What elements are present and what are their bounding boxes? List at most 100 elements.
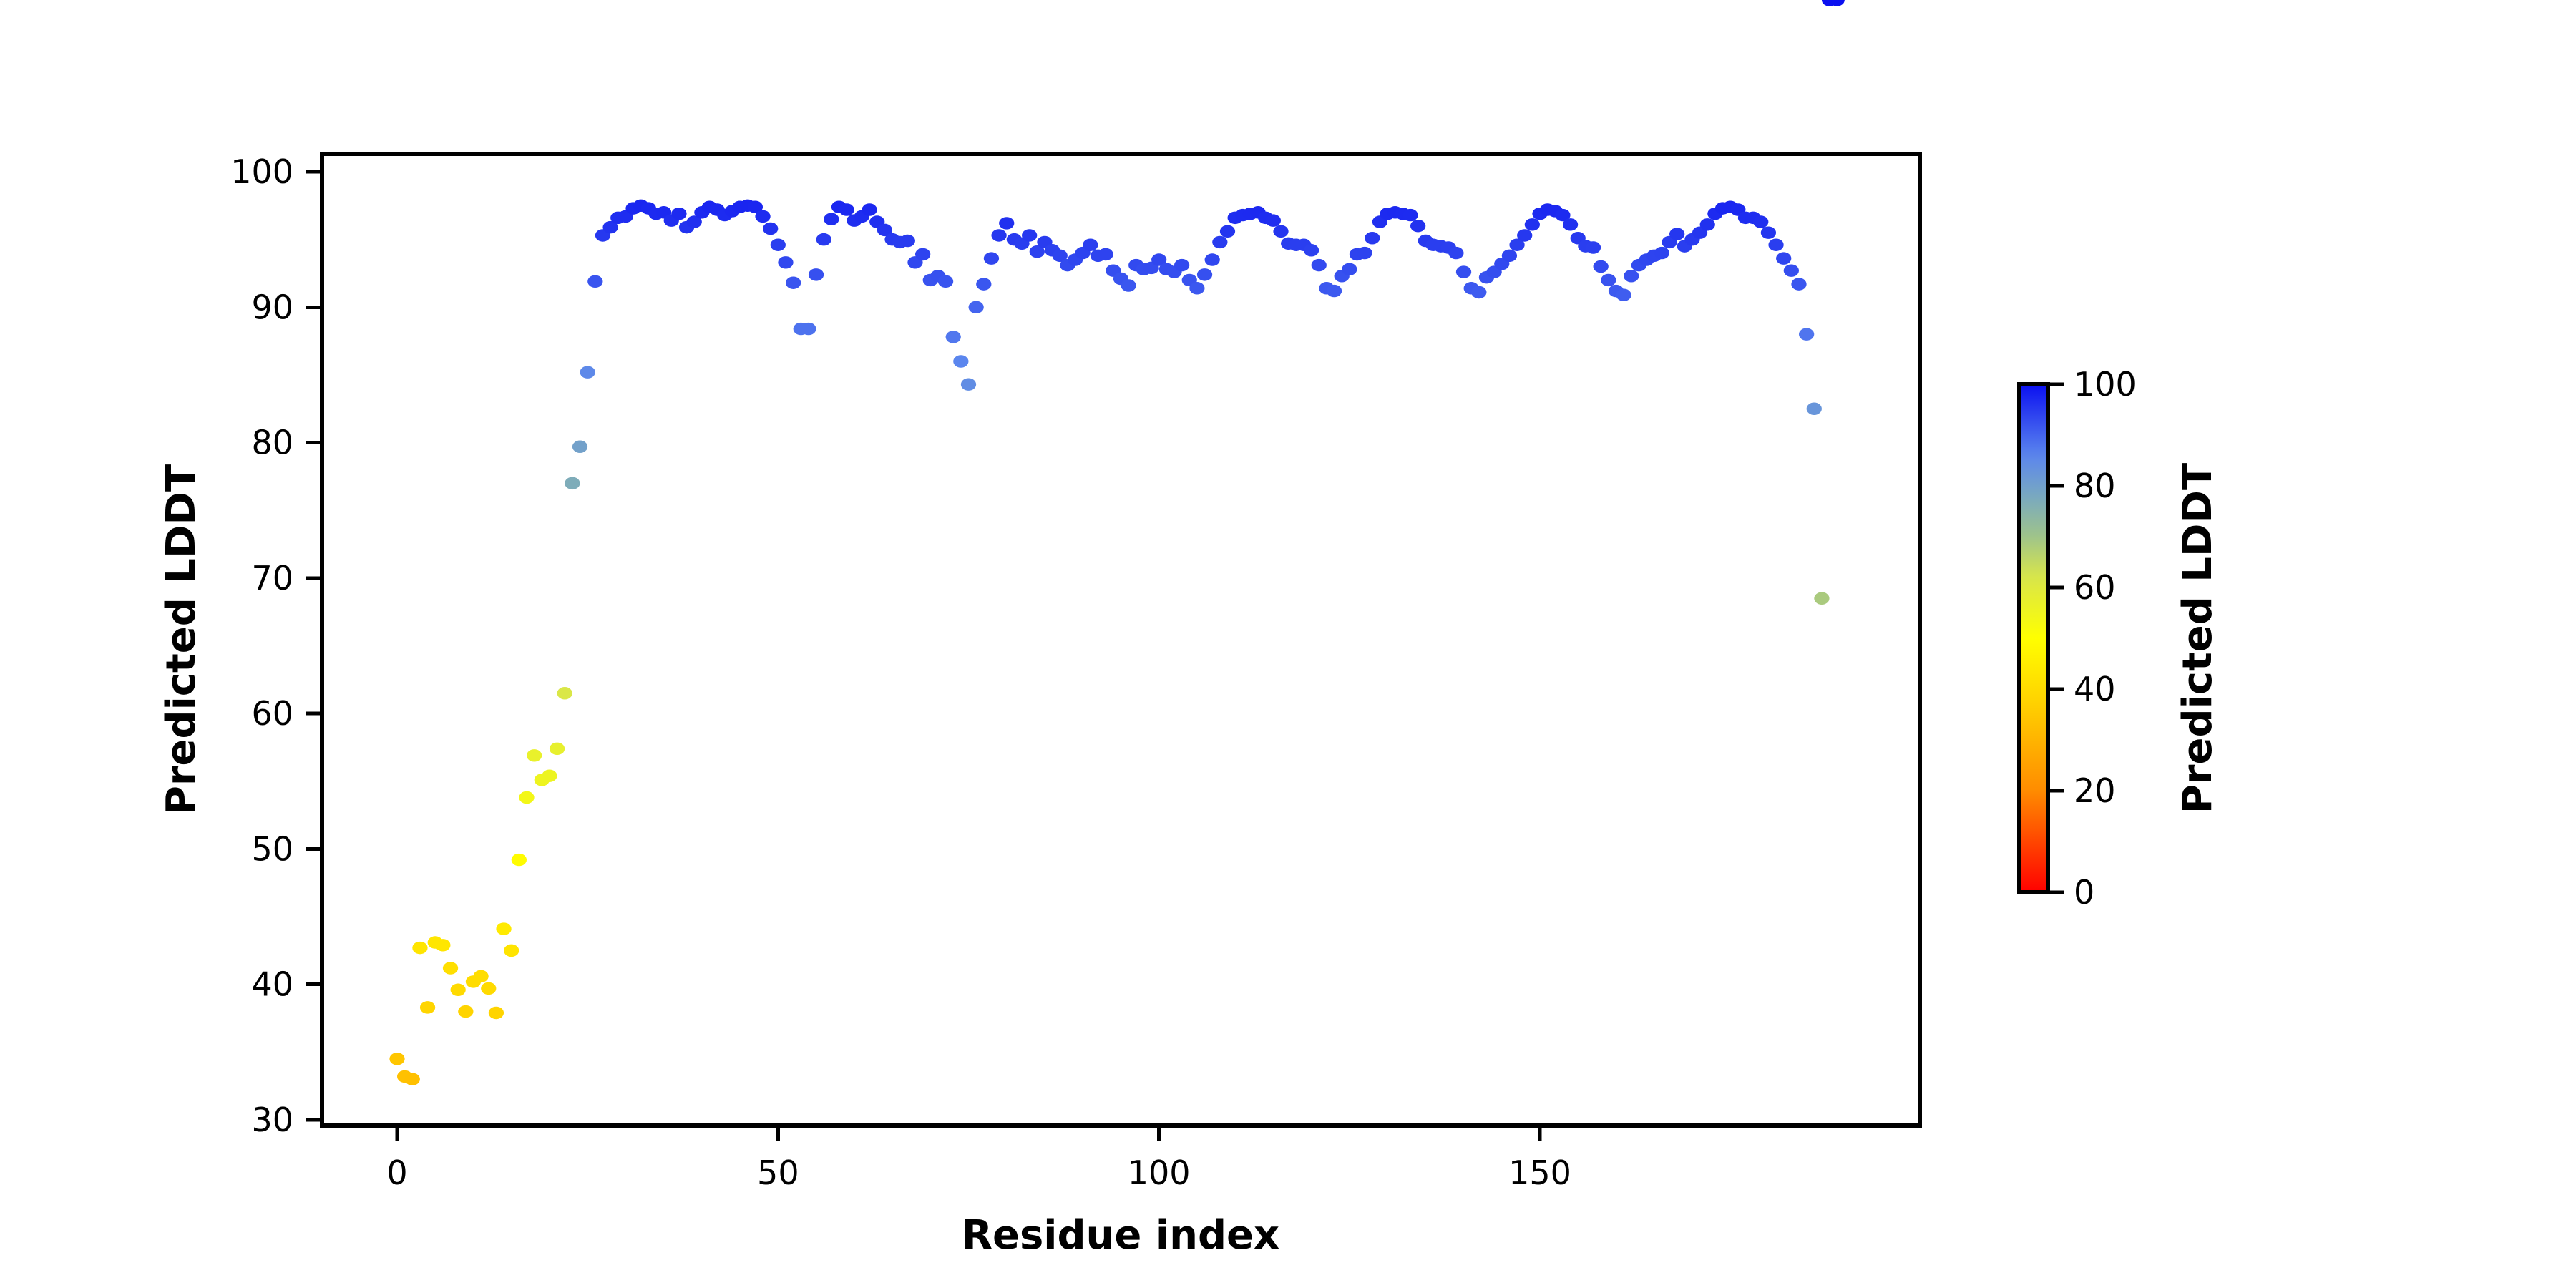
scatter-point bbox=[1083, 238, 1098, 251]
scatter-point bbox=[587, 275, 603, 288]
scatter-point bbox=[824, 213, 839, 225]
y-tick-label: 90 bbox=[251, 288, 293, 326]
colorbar-tick-label: 20 bbox=[2074, 771, 2116, 810]
plot-area-frame bbox=[320, 152, 1922, 1128]
scatter-point bbox=[1760, 226, 1777, 239]
scatter-point bbox=[504, 944, 519, 957]
scatter-point bbox=[572, 440, 588, 453]
scatter-point bbox=[785, 276, 801, 289]
scatter-point bbox=[1814, 592, 1830, 605]
scatter-point bbox=[580, 366, 595, 379]
scatter-point bbox=[435, 939, 451, 952]
scatter-point bbox=[1311, 258, 1327, 272]
scatter-point bbox=[1052, 249, 1068, 263]
scatter-point bbox=[1273, 225, 1289, 238]
scatter-point bbox=[496, 922, 512, 935]
scatter-point bbox=[488, 1006, 504, 1020]
scatter-point bbox=[1303, 244, 1319, 257]
colorbar-tick-label: 100 bbox=[2074, 365, 2137, 404]
scatter-point bbox=[602, 220, 618, 234]
scatter-point bbox=[1791, 278, 1807, 291]
scatter-point bbox=[1196, 268, 1213, 281]
scatter-point bbox=[816, 233, 831, 246]
x-axis-label: Residue index bbox=[962, 1212, 1279, 1259]
y-axis-label: Predicted LDDT bbox=[158, 464, 205, 815]
scatter-point bbox=[960, 378, 977, 391]
x-tick-label: 100 bbox=[1128, 1153, 1191, 1192]
scatter-point bbox=[1455, 265, 1472, 278]
scatter-point bbox=[389, 1053, 405, 1065]
scatter-point bbox=[1768, 238, 1784, 251]
scatter-point bbox=[1593, 260, 1609, 273]
scatter-point bbox=[1829, 0, 1845, 6]
scatter-point bbox=[1501, 249, 1518, 263]
scatter-point bbox=[1798, 328, 1815, 341]
scatter-point bbox=[937, 275, 954, 288]
scatter-point bbox=[1410, 219, 1426, 233]
scatter-point bbox=[1753, 215, 1769, 228]
scatter-point bbox=[1669, 228, 1685, 240]
scatter-point bbox=[1524, 218, 1540, 231]
scatter-point bbox=[1151, 253, 1167, 266]
scatter-point bbox=[862, 203, 877, 216]
scatter-point bbox=[1189, 282, 1205, 295]
y-tick-label: 50 bbox=[251, 829, 293, 868]
y-tick-label: 60 bbox=[251, 694, 293, 733]
scatter-point bbox=[1654, 246, 1669, 260]
y-tick-label: 80 bbox=[251, 424, 293, 462]
scatter-point bbox=[801, 322, 816, 336]
scatter-point bbox=[1585, 241, 1601, 254]
scatter-point bbox=[1555, 208, 1571, 222]
scatter-point bbox=[778, 256, 794, 269]
x-tick-label: 150 bbox=[1508, 1153, 1571, 1192]
scatter-point bbox=[519, 791, 535, 804]
scatter-point bbox=[808, 268, 824, 281]
colorbar-border bbox=[2017, 382, 2050, 894]
scatter-point bbox=[747, 200, 763, 213]
y-tick-label: 30 bbox=[251, 1101, 293, 1139]
scatter-point bbox=[1699, 218, 1715, 231]
scatter-point bbox=[1448, 246, 1464, 260]
scatter-point bbox=[1326, 284, 1342, 298]
scatter-point bbox=[976, 278, 992, 291]
scatter-point bbox=[458, 1005, 474, 1018]
scatter-point bbox=[1121, 279, 1136, 292]
scatter-point bbox=[419, 1001, 436, 1014]
scatter-point bbox=[404, 1073, 420, 1085]
scatter-point bbox=[914, 248, 931, 261]
scatter-point bbox=[549, 742, 565, 756]
scatter-point bbox=[542, 769, 557, 782]
scatter-point bbox=[481, 982, 497, 995]
scatter-point bbox=[945, 331, 961, 343]
scatter-point bbox=[1471, 286, 1487, 299]
y-tick-label: 70 bbox=[251, 559, 293, 597]
x-tick-label: 50 bbox=[757, 1153, 799, 1192]
scatter-point bbox=[953, 355, 969, 368]
y-axis-ticks: 30 40 50 60 70 80 90 100 bbox=[230, 152, 322, 1139]
scatter-point bbox=[755, 210, 771, 223]
scatter-point bbox=[1022, 229, 1038, 242]
scatter-point bbox=[1219, 225, 1236, 238]
scatter-point bbox=[899, 234, 915, 248]
scatter-point bbox=[1174, 258, 1190, 272]
scatter-point bbox=[671, 207, 687, 220]
scatter-point bbox=[1806, 402, 1822, 415]
scatter-point bbox=[839, 203, 854, 216]
scatter-point bbox=[511, 853, 527, 867]
scatter-point bbox=[1624, 270, 1639, 283]
scatter-point bbox=[565, 477, 580, 490]
scatter-point bbox=[1342, 263, 1357, 276]
scatter-point bbox=[968, 301, 984, 314]
scatter-point bbox=[1098, 248, 1113, 261]
scatter-point bbox=[1029, 245, 1045, 258]
scatter-point bbox=[473, 970, 489, 983]
scatter-point bbox=[557, 687, 572, 700]
scatter-point bbox=[1562, 218, 1579, 231]
scatter-point bbox=[1783, 264, 1799, 277]
scatter-point bbox=[1357, 246, 1372, 260]
colorbar-tick-label: 80 bbox=[2074, 467, 2116, 505]
colorbar-ticks: 0 20 40 60 80 100 bbox=[2048, 365, 2137, 912]
scatter-point bbox=[983, 252, 1000, 265]
scatter-points-group bbox=[389, 0, 1845, 1085]
